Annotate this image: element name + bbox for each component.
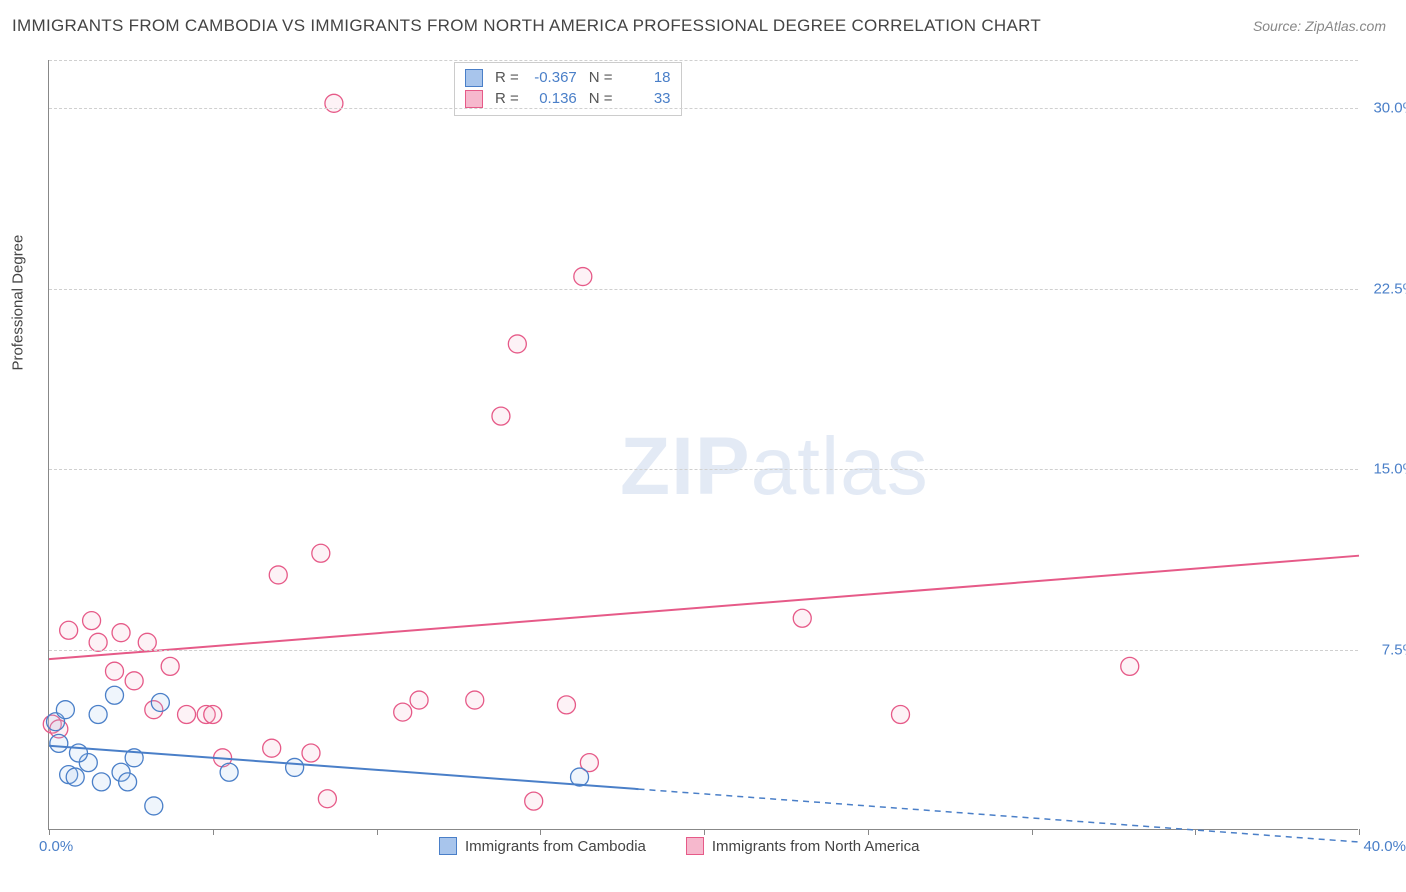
scatter-point [325,94,343,112]
x-tick [1359,829,1360,835]
x-tick [868,829,869,835]
y-tick-label: 7.5% [1382,641,1406,658]
scatter-point [394,703,412,721]
scatter-point [112,624,130,642]
scatter-point [106,686,124,704]
scatter-point [161,657,179,675]
scatter-point [125,672,143,690]
scatter-point [145,797,163,815]
scatter-point [83,612,101,630]
y-tick-label: 22.5% [1373,280,1406,297]
scatter-point [302,744,320,762]
scatter-point [89,706,107,724]
scatter-point [56,701,74,719]
scatter-point [574,268,592,286]
scatter-point [60,621,78,639]
scatter-point [50,734,68,752]
legend-item-0: Immigrants from Cambodia [439,837,646,855]
scatter-point [151,693,169,711]
x-tick [1195,829,1196,835]
x-tick [49,829,50,835]
scatter-point [508,335,526,353]
scatter-point [466,691,484,709]
series-legend: Immigrants from Cambodia Immigrants from… [439,837,919,855]
scatter-point [220,763,238,781]
scatter-point [263,739,281,757]
scatter-point [410,691,428,709]
trend-line [49,746,639,789]
scatter-point [204,706,222,724]
scatter-point [286,758,304,776]
legend-swatch-0 [439,837,457,855]
y-tick-label: 15.0% [1373,461,1406,478]
legend-label-0: Immigrants from Cambodia [465,838,646,855]
x-tick [377,829,378,835]
x-tick [1032,829,1033,835]
scatter-point [525,792,543,810]
plot-area: R = -0.367 N = 18 R = 0.136 N = 33 0.0% … [48,60,1358,830]
scatter-point [892,706,910,724]
scatter-point [269,566,287,584]
scatter-point [66,768,84,786]
scatter-point [178,706,196,724]
scatter-point [492,407,510,425]
scatter-point [312,544,330,562]
scatter-point [119,773,137,791]
legend-item-1: Immigrants from North America [686,837,920,855]
legend-label-1: Immigrants from North America [712,838,920,855]
x-tick [704,829,705,835]
gridline-h [49,289,1358,290]
scatter-point [92,773,110,791]
gridline-h [49,60,1358,61]
legend-swatch-1 [686,837,704,855]
scatter-point [106,662,124,680]
chart-container: IMMIGRANTS FROM CAMBODIA VS IMMIGRANTS F… [0,0,1406,892]
scatter-point [557,696,575,714]
source-attribution: Source: ZipAtlas.com [1253,18,1386,34]
gridline-h [49,469,1358,470]
trend-line-dashed [639,789,1360,842]
x-axis-max-label: 40.0% [1363,838,1406,855]
scatter-point [318,790,336,808]
y-tick-label: 30.0% [1373,100,1406,117]
gridline-h [49,108,1358,109]
x-tick [213,829,214,835]
scatter-point [793,609,811,627]
gridline-h [49,650,1358,651]
trend-line [49,556,1359,659]
x-axis-min-label: 0.0% [39,838,73,855]
x-tick [540,829,541,835]
y-axis-title: Professional Degree [10,235,27,371]
scatter-point [1121,657,1139,675]
chart-svg [49,60,1358,829]
chart-title: IMMIGRANTS FROM CAMBODIA VS IMMIGRANTS F… [12,16,1041,36]
